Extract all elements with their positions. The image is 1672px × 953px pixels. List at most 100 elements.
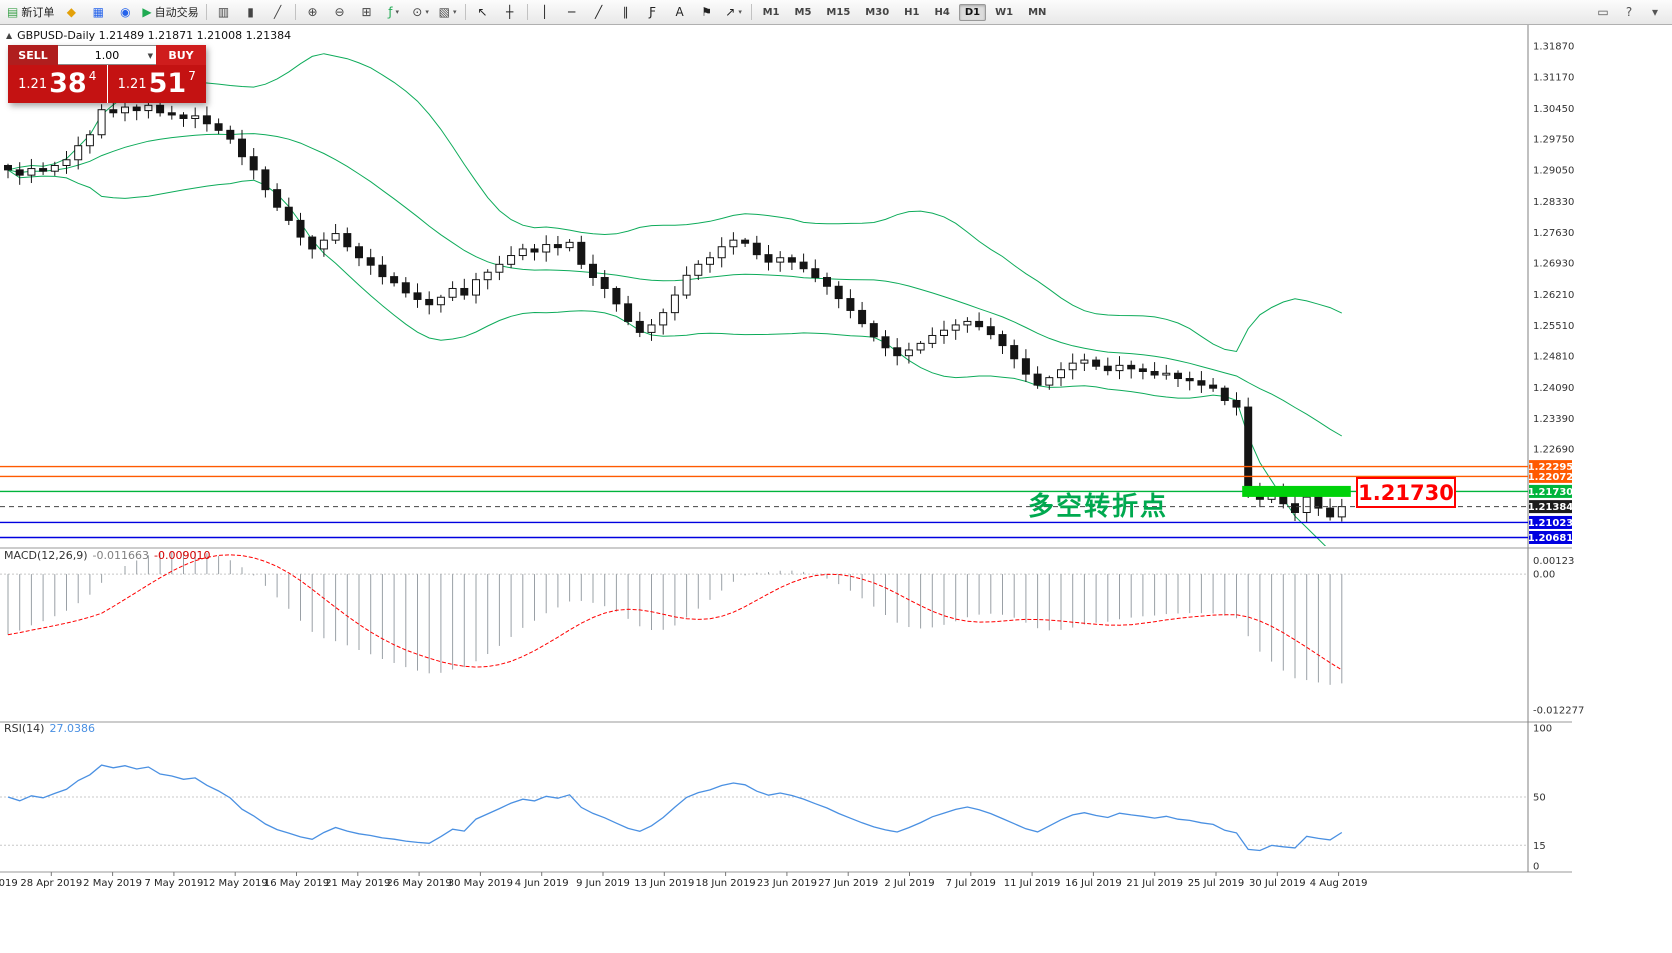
new-order-button[interactable]: ▤ 新订单 [4,2,57,22]
chart-canvas[interactable]: 1.31870 1.31170 1.30450 1.29750 1.29050 1.283… [0,25,1672,949]
main-price-panel [0,53,1528,546]
templates-icon-caret[interactable]: ▾ [452,8,457,16]
channel-icon-glyph: ∥ [622,5,629,19]
periods-icon-caret[interactable]: ▾ [425,8,429,16]
timeframe-button-m5[interactable]: M5 [794,6,812,18]
horizontal-levels[interactable] [0,465,1528,539]
zoom-out-icon[interactable]: ⊖ [327,2,353,22]
candlestick-chart-icon[interactable]: ▮ [238,2,264,22]
sell-button[interactable]: SELL [8,45,58,65]
bar-chart-icon[interactable]: ▥ [211,2,237,22]
text-icon[interactable]: A [667,2,693,22]
svg-text:1.21023: 1.21023 [1528,518,1574,529]
timeframe-button-mn[interactable]: MN [1028,6,1047,18]
svg-text:1.22295: 1.22295 [1528,462,1574,473]
svg-text:1.26210: 1.26210 [1533,290,1574,301]
turning-point-annotation[interactable]: 多空转折点 [1028,492,1169,522]
symbol-ohlc-text: GBPUSD-Daily 1.21489 1.21871 1.21008 1.2… [17,29,292,42]
bar-chart-icon-glyph: ▥ [217,5,230,19]
toolbar-separator [526,4,528,20]
autotrading-button-glyph: ▶ [142,5,152,19]
cursor-icon[interactable]: ↖ [470,2,496,22]
svg-text:11 Jul 2019: 11 Jul 2019 [1004,878,1061,889]
templates-icon[interactable]: ▧ ▾ [435,2,461,22]
crosshair-icon-glyph: ┼ [505,5,514,19]
autotrading-button[interactable]: ▶ 自动交易 [139,2,201,22]
svg-text:0.00: 0.00 [1533,570,1555,581]
chart-layout-icon-glyph: ▭ [1597,5,1609,19]
candlesticks [4,95,1346,523]
timeframe-button-h1[interactable]: H1 [904,6,920,18]
new-chart-icon[interactable]: ◆ [58,2,84,22]
price-axis[interactable]: 1.31870 1.31170 1.30450 1.29750 1.29050 1.283… [1528,42,1585,873]
horizontal-line-icon[interactable]: ─ [559,2,585,22]
crosshair-icon[interactable]: ┼ [497,2,523,22]
buy-price-big: 51 [148,68,187,99]
rsi-label: RSI(14) [4,722,45,735]
periods-icon[interactable]: ⊙ ▾ [408,2,434,22]
one-click-trading-panel[interactable]: SELL 1.00 ▼ BUY 1.21 38 4 1.21 51 7 [8,45,206,103]
buy-price-main: 1.21 [117,76,147,92]
svg-text:27 Jun 2019: 27 Jun 2019 [818,878,878,889]
arrow-tools-icon[interactable]: ↗ ▾ [721,2,747,22]
zoom-in-icon[interactable]: ⊕ [300,2,326,22]
sell-price-button[interactable]: 1.21 38 4 [8,65,107,103]
buy-button[interactable]: BUY [156,45,206,65]
toolbar-overflow-icon-glyph: ▾ [1651,5,1659,19]
svg-text:2 May 2019: 2 May 2019 [83,878,142,889]
trendline-icon[interactable]: ╱ [586,2,612,22]
indicators-icon-glyph: ƒ [388,5,393,19]
timeframe-button-d1[interactable]: D1 [958,3,987,21]
help-icon[interactable]: ? [1616,2,1642,22]
timeframe-button-m1[interactable]: M1 [762,6,780,18]
svg-text:18 Jun 2019: 18 Jun 2019 [696,878,756,889]
label-icon-glyph: ⚑ [701,5,712,19]
vertical-line-icon[interactable]: │ [532,2,558,22]
channel-icon[interactable]: ∥ [613,2,639,22]
svg-text:1.28330: 1.28330 [1533,197,1574,208]
price-callout[interactable]: 1.21730 [1356,477,1456,508]
horizontal-line-icon-glyph: ─ [567,5,576,19]
one-click-collapse-icon[interactable]: ▲ [6,31,13,40]
volume-dropdown-icon[interactable]: ▼ [147,52,153,60]
buy-price-sup: 7 [188,69,196,83]
svg-text:4 Aug 2019: 4 Aug 2019 [1310,878,1368,889]
chart-layout-icon[interactable]: ▭ [1590,2,1616,22]
indicators-icon[interactable]: ƒ ▾ [381,2,407,22]
svg-text:26 May 2019: 26 May 2019 [386,878,451,889]
buy-price-button[interactable]: 1.21 51 7 [107,65,206,103]
arrow-tools-icon-caret[interactable]: ▾ [738,8,742,16]
fibonacci-icon[interactable]: Ƒ [640,2,666,22]
zoom-in-icon-glyph: ⊕ [307,5,318,19]
timeframe-button-m15[interactable]: M15 [826,6,851,18]
macd-label: MACD(12,26,9) [4,549,88,562]
profiles-icon[interactable]: ▦ [85,2,111,22]
timeframe-button-w1[interactable]: W1 [995,6,1014,18]
new-order-button-label: 新订单 [21,6,55,19]
svg-text:21 May 2019: 21 May 2019 [325,878,390,889]
label-icon[interactable]: ⚑ [694,2,720,22]
svg-text:1.24090: 1.24090 [1533,383,1574,394]
macd-panel-label: MACD(12,26,9) -0.011663 -0.009010 [4,549,210,562]
svg-text:1.24810: 1.24810 [1533,352,1574,363]
volume-value: 1.00 [94,48,120,62]
volume-input[interactable]: 1.00 ▼ [58,45,156,65]
svg-text:1.26930: 1.26930 [1533,259,1574,270]
timeframe-button-h4[interactable]: H4 [934,6,950,18]
macd-value: -0.011663 [92,549,150,562]
highlight-zone[interactable] [1242,485,1351,497]
timeframe-button-m30[interactable]: M30 [865,6,890,18]
svg-text:16 May 2019: 16 May 2019 [264,878,329,889]
macd-histogram [7,551,1343,685]
toolbar-separator [205,4,207,20]
indicators-icon-caret[interactable]: ▾ [395,8,399,16]
rsi-value: 27.0386 [49,722,95,735]
market-watch-icon[interactable]: ◉ [112,2,138,22]
svg-text:28 Apr 2019: 28 Apr 2019 [20,878,82,889]
toolbar-overflow-icon[interactable]: ▾ [1642,2,1668,22]
line-chart-icon[interactable]: ╱ [265,2,291,22]
symbol-info: ▲ GBPUSD-Daily 1.21489 1.21871 1.21008 1… [6,29,291,42]
line-chart-icon-glyph: ╱ [273,5,282,19]
tile-windows-icon[interactable]: ⊞ [354,2,380,22]
